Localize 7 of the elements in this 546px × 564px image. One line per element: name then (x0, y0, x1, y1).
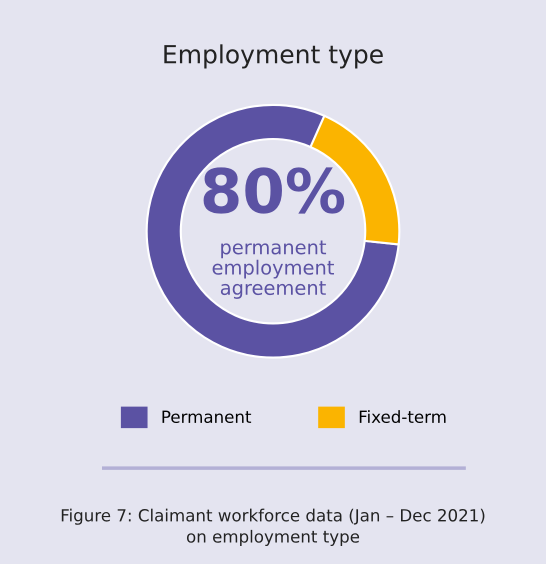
caption: Figure 7: Claimant workforce data (Jan – Dec 2021) on employment type (62, 508, 484, 546)
legend-label: Permanent (162, 410, 252, 424)
text: permanent employment agreement (212, 240, 334, 299)
chart-title: Employment type (164, 44, 383, 68)
legend-label: Fixed-term (360, 410, 446, 424)
donut-slice (146, 104, 400, 359)
text: 80% (204, 167, 344, 214)
